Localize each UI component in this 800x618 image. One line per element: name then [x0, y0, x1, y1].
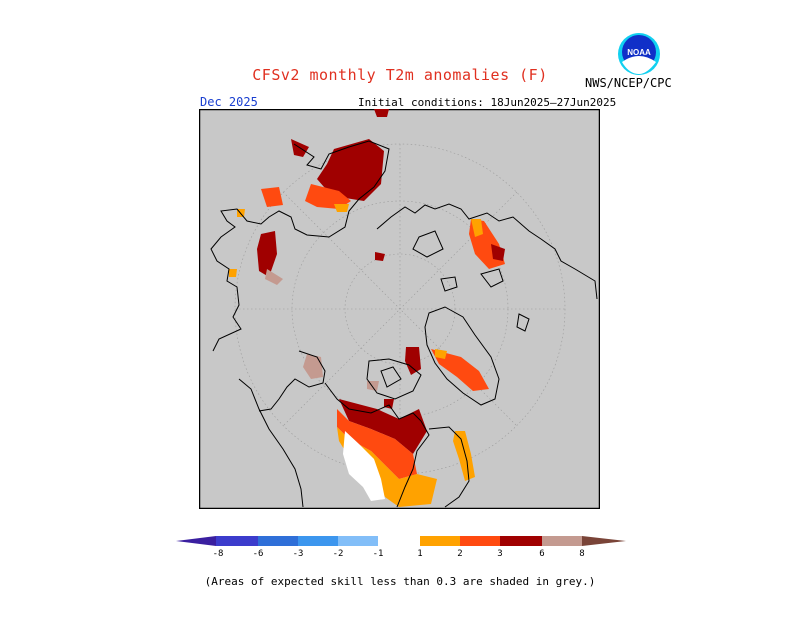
- legend-label-p2: 2: [457, 549, 462, 559]
- chart-title: CFSv2 monthly T2m anomalies (F): [252, 66, 548, 84]
- legend-label-m1: -1: [373, 549, 384, 559]
- org-label: NWS/NCEP/CPC: [585, 76, 672, 90]
- legend-swatch-m6-m3: [258, 536, 298, 546]
- legend-swatch-m1-p1: [378, 536, 420, 546]
- graticule: [234, 143, 566, 475]
- color-scale-legend: -8 -6 -3 -2 -1 1 2 3 6 8: [176, 536, 626, 559]
- legend-label-m2: -2: [333, 549, 344, 559]
- legend-swatch-p1-p2: [420, 536, 460, 546]
- legend-swatch-m3-m2: [298, 536, 338, 546]
- legend-swatch-below-8: [176, 536, 216, 546]
- noaa-logo-text: NOAA: [627, 48, 651, 57]
- legend-label-m6: -6: [253, 549, 264, 559]
- legend-swatch-m2-m1: [338, 536, 378, 546]
- legend-label-p1: 1: [417, 549, 422, 559]
- anomaly-shading: [229, 109, 505, 507]
- legend-label-m3: -3: [293, 549, 304, 559]
- skill-footnote: (Areas of expected skill less than 0.3 a…: [204, 575, 596, 588]
- legend-label-m8: -8: [213, 549, 224, 559]
- legend-label-p6: 6: [539, 549, 544, 559]
- noaa-logo: NOAA: [618, 33, 660, 75]
- legend-swatch-p6-p8: [542, 536, 582, 546]
- legend-label-p3: 3: [497, 549, 502, 559]
- legend-label-p8: 8: [579, 549, 584, 559]
- legend-swatch-p2-p3: [460, 536, 500, 546]
- valid-month: Dec 2025: [200, 95, 258, 109]
- polar-anomaly-map: [199, 109, 600, 509]
- initial-conditions: Initial conditions: 18Jun2025–27Jun2025: [358, 96, 617, 109]
- legend-swatch-m8-m6: [216, 536, 258, 546]
- coastlines: [210, 140, 598, 508]
- legend-swatch-p3-p6: [500, 536, 542, 546]
- legend-swatch-above-8: [582, 536, 626, 546]
